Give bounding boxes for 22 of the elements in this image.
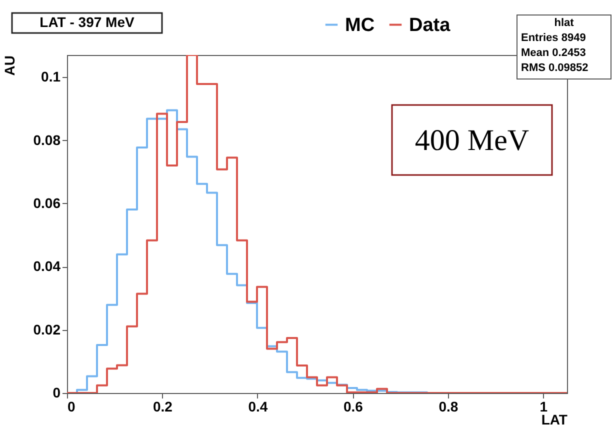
y-tick-label: 0.04	[33, 258, 61, 274]
legend-label: MC	[345, 14, 375, 36]
y-tick-label: 0	[52, 384, 61, 400]
x-tick-label: 0	[68, 398, 76, 414]
chart-title: LAT - 397 MeV	[40, 14, 135, 30]
annotation: 400 MeV	[414, 124, 530, 157]
legend-label: Data	[409, 14, 451, 36]
text: Entries 8949	[521, 32, 586, 44]
x-tick-label: 0.4	[248, 398, 268, 414]
x-tick-label: 1	[540, 398, 548, 414]
text: hlat	[554, 17, 574, 29]
y-axis-title: AU	[2, 56, 18, 76]
y-tick-label: 0.02	[33, 321, 61, 338]
x-axis-title: LAT	[541, 412, 568, 428]
x-tick-label: 0.8	[438, 398, 458, 414]
y-tick-label: 0.06	[33, 194, 61, 211]
annotation: Mean 0.2453	[521, 47, 586, 59]
y-tick-label: 0.08	[33, 132, 61, 148]
y-tick-label: 0.1	[41, 68, 61, 85]
x-tick-label: 0.2	[153, 398, 173, 414]
x-tick-label: 0.6	[343, 398, 364, 414]
annotation: RMS 0.09852	[521, 62, 588, 74]
